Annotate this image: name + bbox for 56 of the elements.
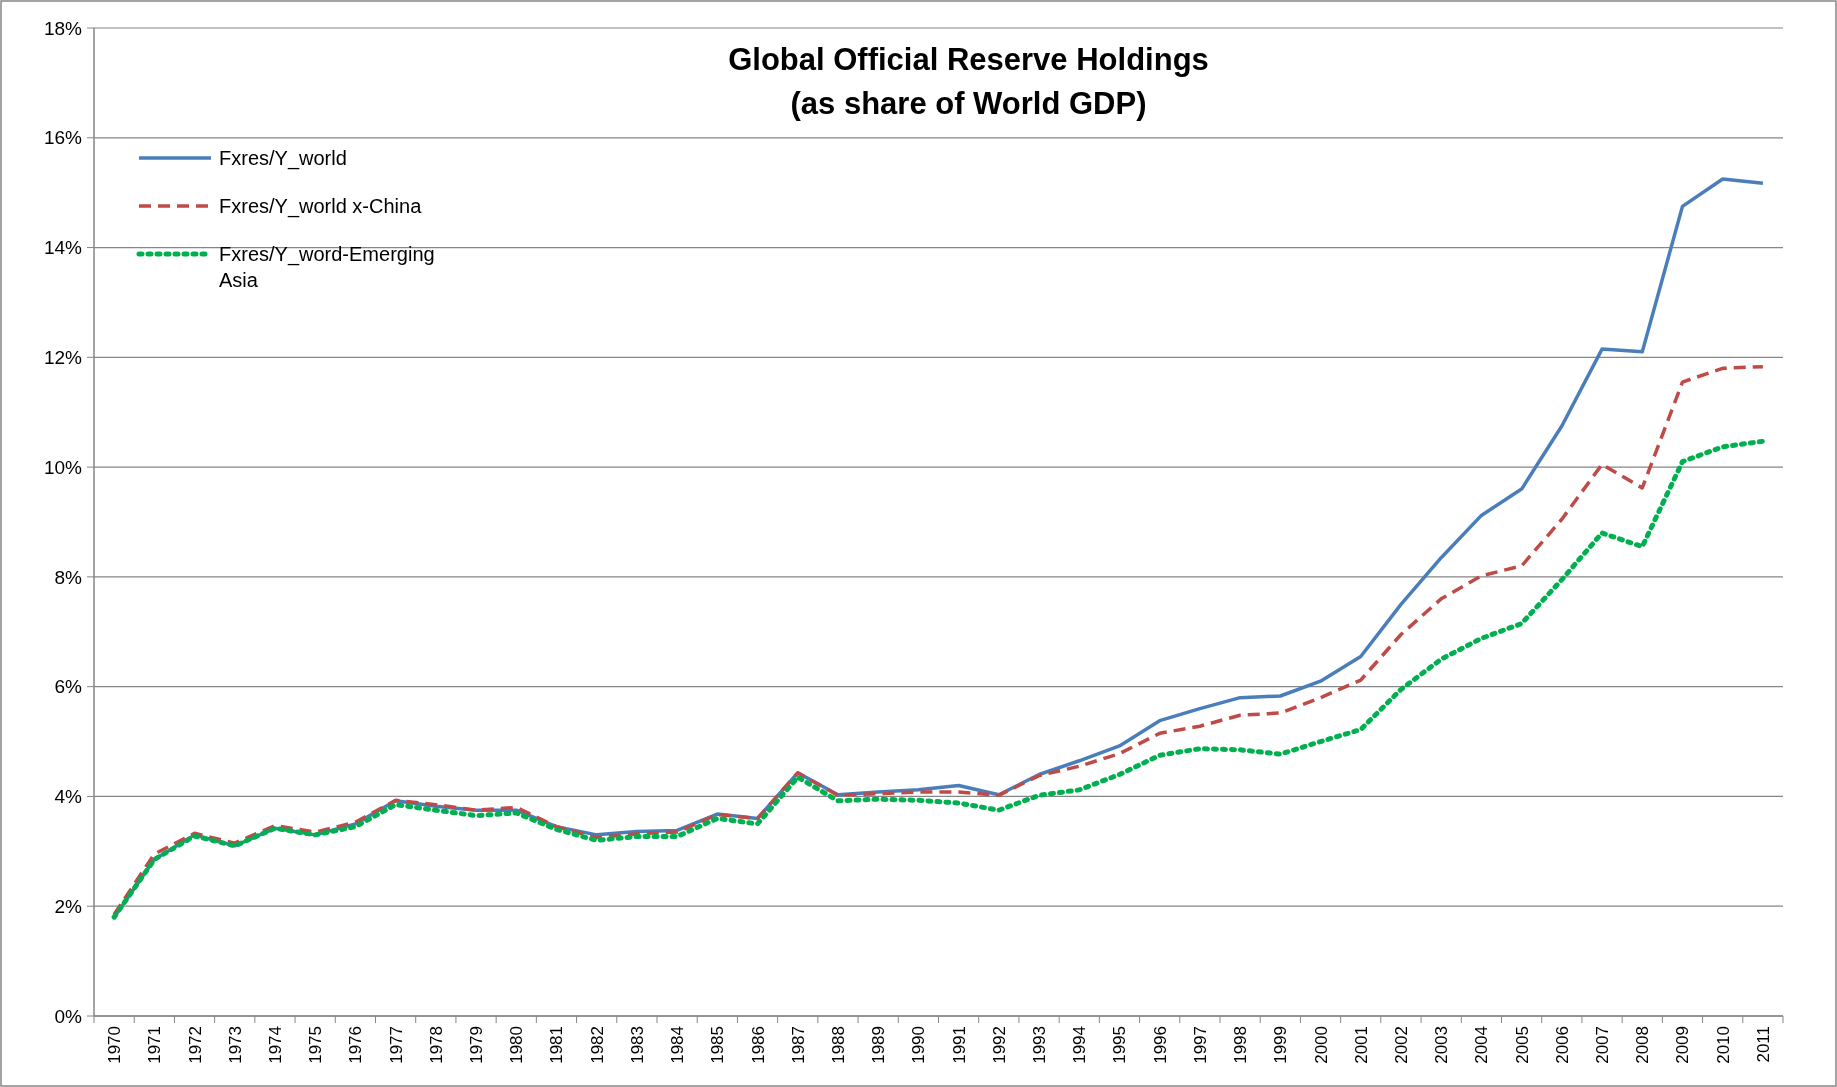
x-tick-label: 2009 xyxy=(1673,1026,1693,1064)
x-tick-label: 1997 xyxy=(1190,1026,1210,1064)
x-tick-label: 1975 xyxy=(306,1026,326,1064)
x-tick-label: 2008 xyxy=(1633,1026,1653,1064)
x-tick-label: 2007 xyxy=(1593,1026,1613,1064)
x-tick-label: 1983 xyxy=(627,1026,647,1064)
x-tick-label: 1977 xyxy=(386,1026,406,1064)
x-tick-label: 1985 xyxy=(708,1026,728,1064)
legend-label: Fxres/Y_world x-China xyxy=(219,195,423,218)
x-tick-label: 1993 xyxy=(1030,1026,1050,1064)
y-tick-label: 12% xyxy=(43,346,83,368)
y-tick-label: 6% xyxy=(54,676,83,698)
x-tick-label: 1974 xyxy=(265,1026,285,1064)
legend-label: Fxres/Y_word-Emerging Asia xyxy=(219,243,435,291)
y-tick-label: 14% xyxy=(43,237,83,259)
y-tick-label: 2% xyxy=(54,895,83,917)
x-tick-label: 1991 xyxy=(949,1026,969,1064)
x-tick-label: 2005 xyxy=(1512,1026,1532,1064)
x-tick-label: 1989 xyxy=(869,1026,889,1064)
x-tick-label: 1978 xyxy=(426,1026,446,1064)
x-tick-label: 1972 xyxy=(185,1026,205,1064)
y-tick-label: 4% xyxy=(54,786,83,808)
y-tick-label: 10% xyxy=(43,456,83,478)
x-tick-label: 1984 xyxy=(668,1026,688,1064)
text: Global Official Reserve Holdings (as share of World GDP) xyxy=(728,42,1209,121)
y-tick-label: 0% xyxy=(54,1005,83,1027)
x-tick-label: 2001 xyxy=(1351,1026,1371,1064)
x-tick-label: 1988 xyxy=(828,1026,848,1064)
x-tick-label: 2006 xyxy=(1552,1026,1572,1064)
x-tick-label: 1973 xyxy=(225,1026,245,1064)
x-tick-label: 1970 xyxy=(105,1026,125,1064)
x-tick-label: 2004 xyxy=(1472,1026,1492,1064)
x-tick-label: 1980 xyxy=(507,1026,527,1064)
x-tick-label: 1971 xyxy=(145,1026,165,1064)
x-tick-label: 1986 xyxy=(748,1026,768,1064)
x-tick-label: 2002 xyxy=(1391,1026,1411,1064)
x-tick-label: 1998 xyxy=(1231,1026,1251,1064)
x-tick-label: 2011 xyxy=(1753,1026,1773,1063)
y-tick-label: 16% xyxy=(43,127,83,149)
x-tick-label: 1990 xyxy=(909,1026,929,1064)
x-tick-label: 1992 xyxy=(989,1026,1009,1064)
x-tick-label: 1999 xyxy=(1271,1026,1291,1064)
y-tick-label: 18% xyxy=(43,17,83,39)
x-tick-label: 1979 xyxy=(467,1026,487,1064)
x-tick-label: 2010 xyxy=(1713,1026,1733,1064)
x-tick-label: 1981 xyxy=(547,1026,567,1064)
x-tick-label: 1994 xyxy=(1070,1026,1090,1064)
x-tick-label: 1995 xyxy=(1110,1026,1130,1064)
y-tick-label: 8% xyxy=(54,566,83,588)
legend-label: Fxres/Y_world xyxy=(219,147,347,170)
x-tick-label: 1987 xyxy=(788,1026,808,1064)
x-tick-label: 1982 xyxy=(587,1026,607,1064)
x-tick-label: 2003 xyxy=(1432,1026,1452,1064)
x-tick-label: 1996 xyxy=(1150,1026,1170,1064)
x-tick-label: 2000 xyxy=(1311,1026,1331,1064)
x-tick-label: 1976 xyxy=(346,1026,366,1064)
